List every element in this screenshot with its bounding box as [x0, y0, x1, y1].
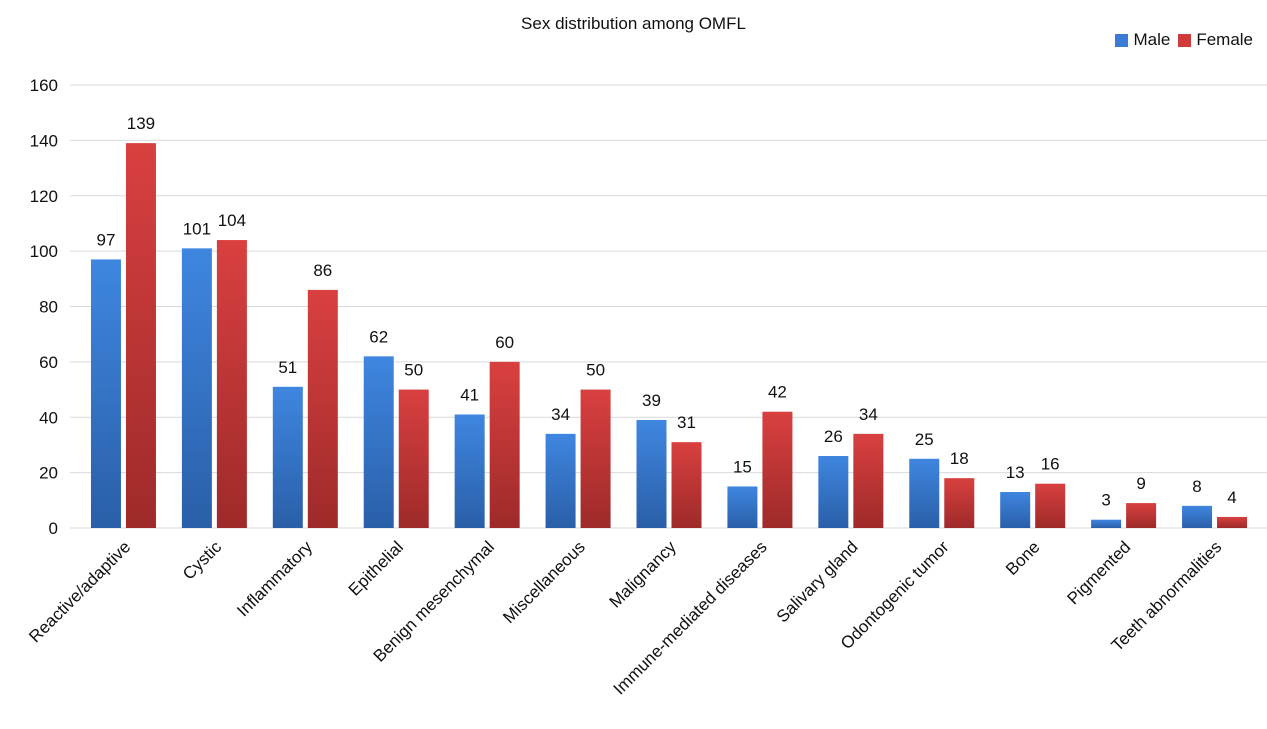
bar-female: [944, 478, 975, 528]
x-tick-label: Malignancy: [606, 537, 681, 612]
bar-female: [307, 289, 338, 528]
legend-swatch-male: [1115, 33, 1129, 47]
bar-female: [671, 442, 702, 528]
legend: Male Female: [1107, 30, 1253, 50]
y-tick-label: 160: [30, 76, 58, 95]
bar-female: [1126, 503, 1157, 528]
data-label-male: 97: [97, 230, 116, 249]
data-label-female: 31: [677, 413, 696, 432]
bar-male: [90, 259, 121, 528]
data-label-female: 104: [218, 211, 246, 230]
x-tick-label: Cystic: [179, 537, 226, 584]
data-label-female: 34: [859, 405, 878, 424]
x-tick-label: Inflammatory: [233, 537, 316, 620]
y-tick-label: 40: [39, 408, 58, 427]
bar-male: [454, 414, 485, 528]
bar-female: [125, 143, 156, 529]
bar-male: [1091, 519, 1122, 528]
data-label-female: 60: [495, 333, 514, 352]
data-label-female: 50: [404, 361, 423, 380]
bar-male: [545, 433, 576, 528]
data-label-female: 4: [1227, 488, 1236, 507]
x-tick-label: Immune-mediated diseases: [610, 537, 771, 698]
legend-item-female: Female: [1178, 30, 1253, 50]
data-label-female: 9: [1136, 474, 1145, 493]
x-tick-label: Salivary gland: [773, 537, 862, 626]
data-label-male: 41: [460, 385, 479, 404]
bar-male: [818, 456, 849, 528]
y-tick-label: 120: [30, 187, 58, 206]
y-tick-label: 140: [30, 131, 58, 150]
bar-male: [636, 420, 667, 528]
data-label-male: 8: [1192, 477, 1201, 496]
data-label-male: 3: [1101, 491, 1110, 510]
data-label-female: 18: [950, 449, 969, 468]
bar-male: [272, 386, 303, 528]
data-label-male: 62: [369, 327, 388, 346]
bar-male: [1000, 492, 1031, 528]
x-tick-label: Miscellaneous: [499, 537, 589, 627]
y-tick-label: 20: [39, 464, 58, 483]
data-label-female: 139: [127, 114, 155, 133]
data-label-male: 13: [1006, 463, 1025, 482]
data-label-male: 39: [642, 391, 661, 410]
bar-female: [1035, 483, 1066, 528]
bar-male: [909, 458, 940, 528]
data-label-female: 86: [313, 261, 332, 280]
legend-item-male: Male: [1115, 30, 1170, 50]
bar-male: [727, 486, 758, 528]
y-tick-label: 80: [39, 298, 58, 317]
data-label-male: 26: [824, 427, 843, 446]
bar-female: [853, 433, 884, 528]
data-label-male: 15: [733, 457, 752, 476]
chart-title: Sex distribution among OMFL: [521, 14, 746, 33]
legend-label-male: Male: [1133, 30, 1171, 49]
legend-label-female: Female: [1196, 30, 1253, 49]
bar-male: [1182, 505, 1213, 528]
y-tick-label: 0: [49, 519, 58, 538]
bar-female: [1217, 516, 1248, 528]
data-label-male: 25: [915, 430, 934, 449]
bar-female: [398, 389, 429, 528]
data-label-female: 42: [768, 383, 787, 402]
bar-male: [363, 356, 394, 528]
data-label-male: 51: [278, 358, 297, 377]
legend-swatch-female: [1178, 33, 1192, 47]
x-tick-label: Pigmented: [1064, 537, 1135, 608]
x-tick-label: Epithelial: [345, 537, 407, 599]
x-tick-label: Reactive/adaptive: [25, 537, 134, 646]
data-label-male: 34: [551, 405, 570, 424]
y-tick-label: 100: [30, 242, 58, 261]
bar-female: [489, 361, 520, 528]
y-tick-label: 60: [39, 353, 58, 372]
bar-female: [580, 389, 611, 528]
data-label-female: 50: [586, 361, 605, 380]
bar-female: [216, 240, 247, 529]
bar-female: [762, 411, 793, 528]
data-label-female: 16: [1041, 455, 1060, 474]
bar-male: [181, 248, 212, 528]
x-tick-label: Bone: [1002, 537, 1044, 579]
data-label-male: 101: [183, 219, 211, 238]
